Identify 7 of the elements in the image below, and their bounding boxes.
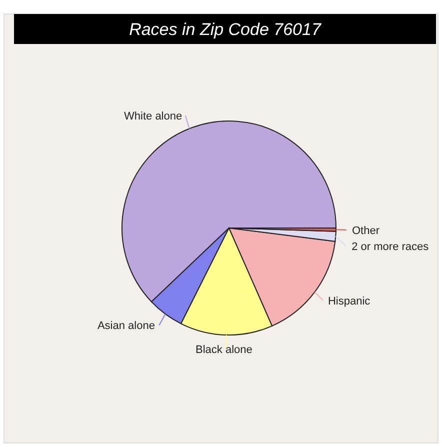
slice-label: Other <box>352 224 380 237</box>
slice-label: Hispanic <box>328 295 371 308</box>
slice-label: 2 or more races <box>352 240 430 253</box>
slice-label: White alone <box>124 110 182 123</box>
chart-title: Races in Zip Code 76017 <box>129 20 322 39</box>
slice-label: Black alone <box>196 344 252 356</box>
slice-label: Asian alone <box>97 320 155 332</box>
